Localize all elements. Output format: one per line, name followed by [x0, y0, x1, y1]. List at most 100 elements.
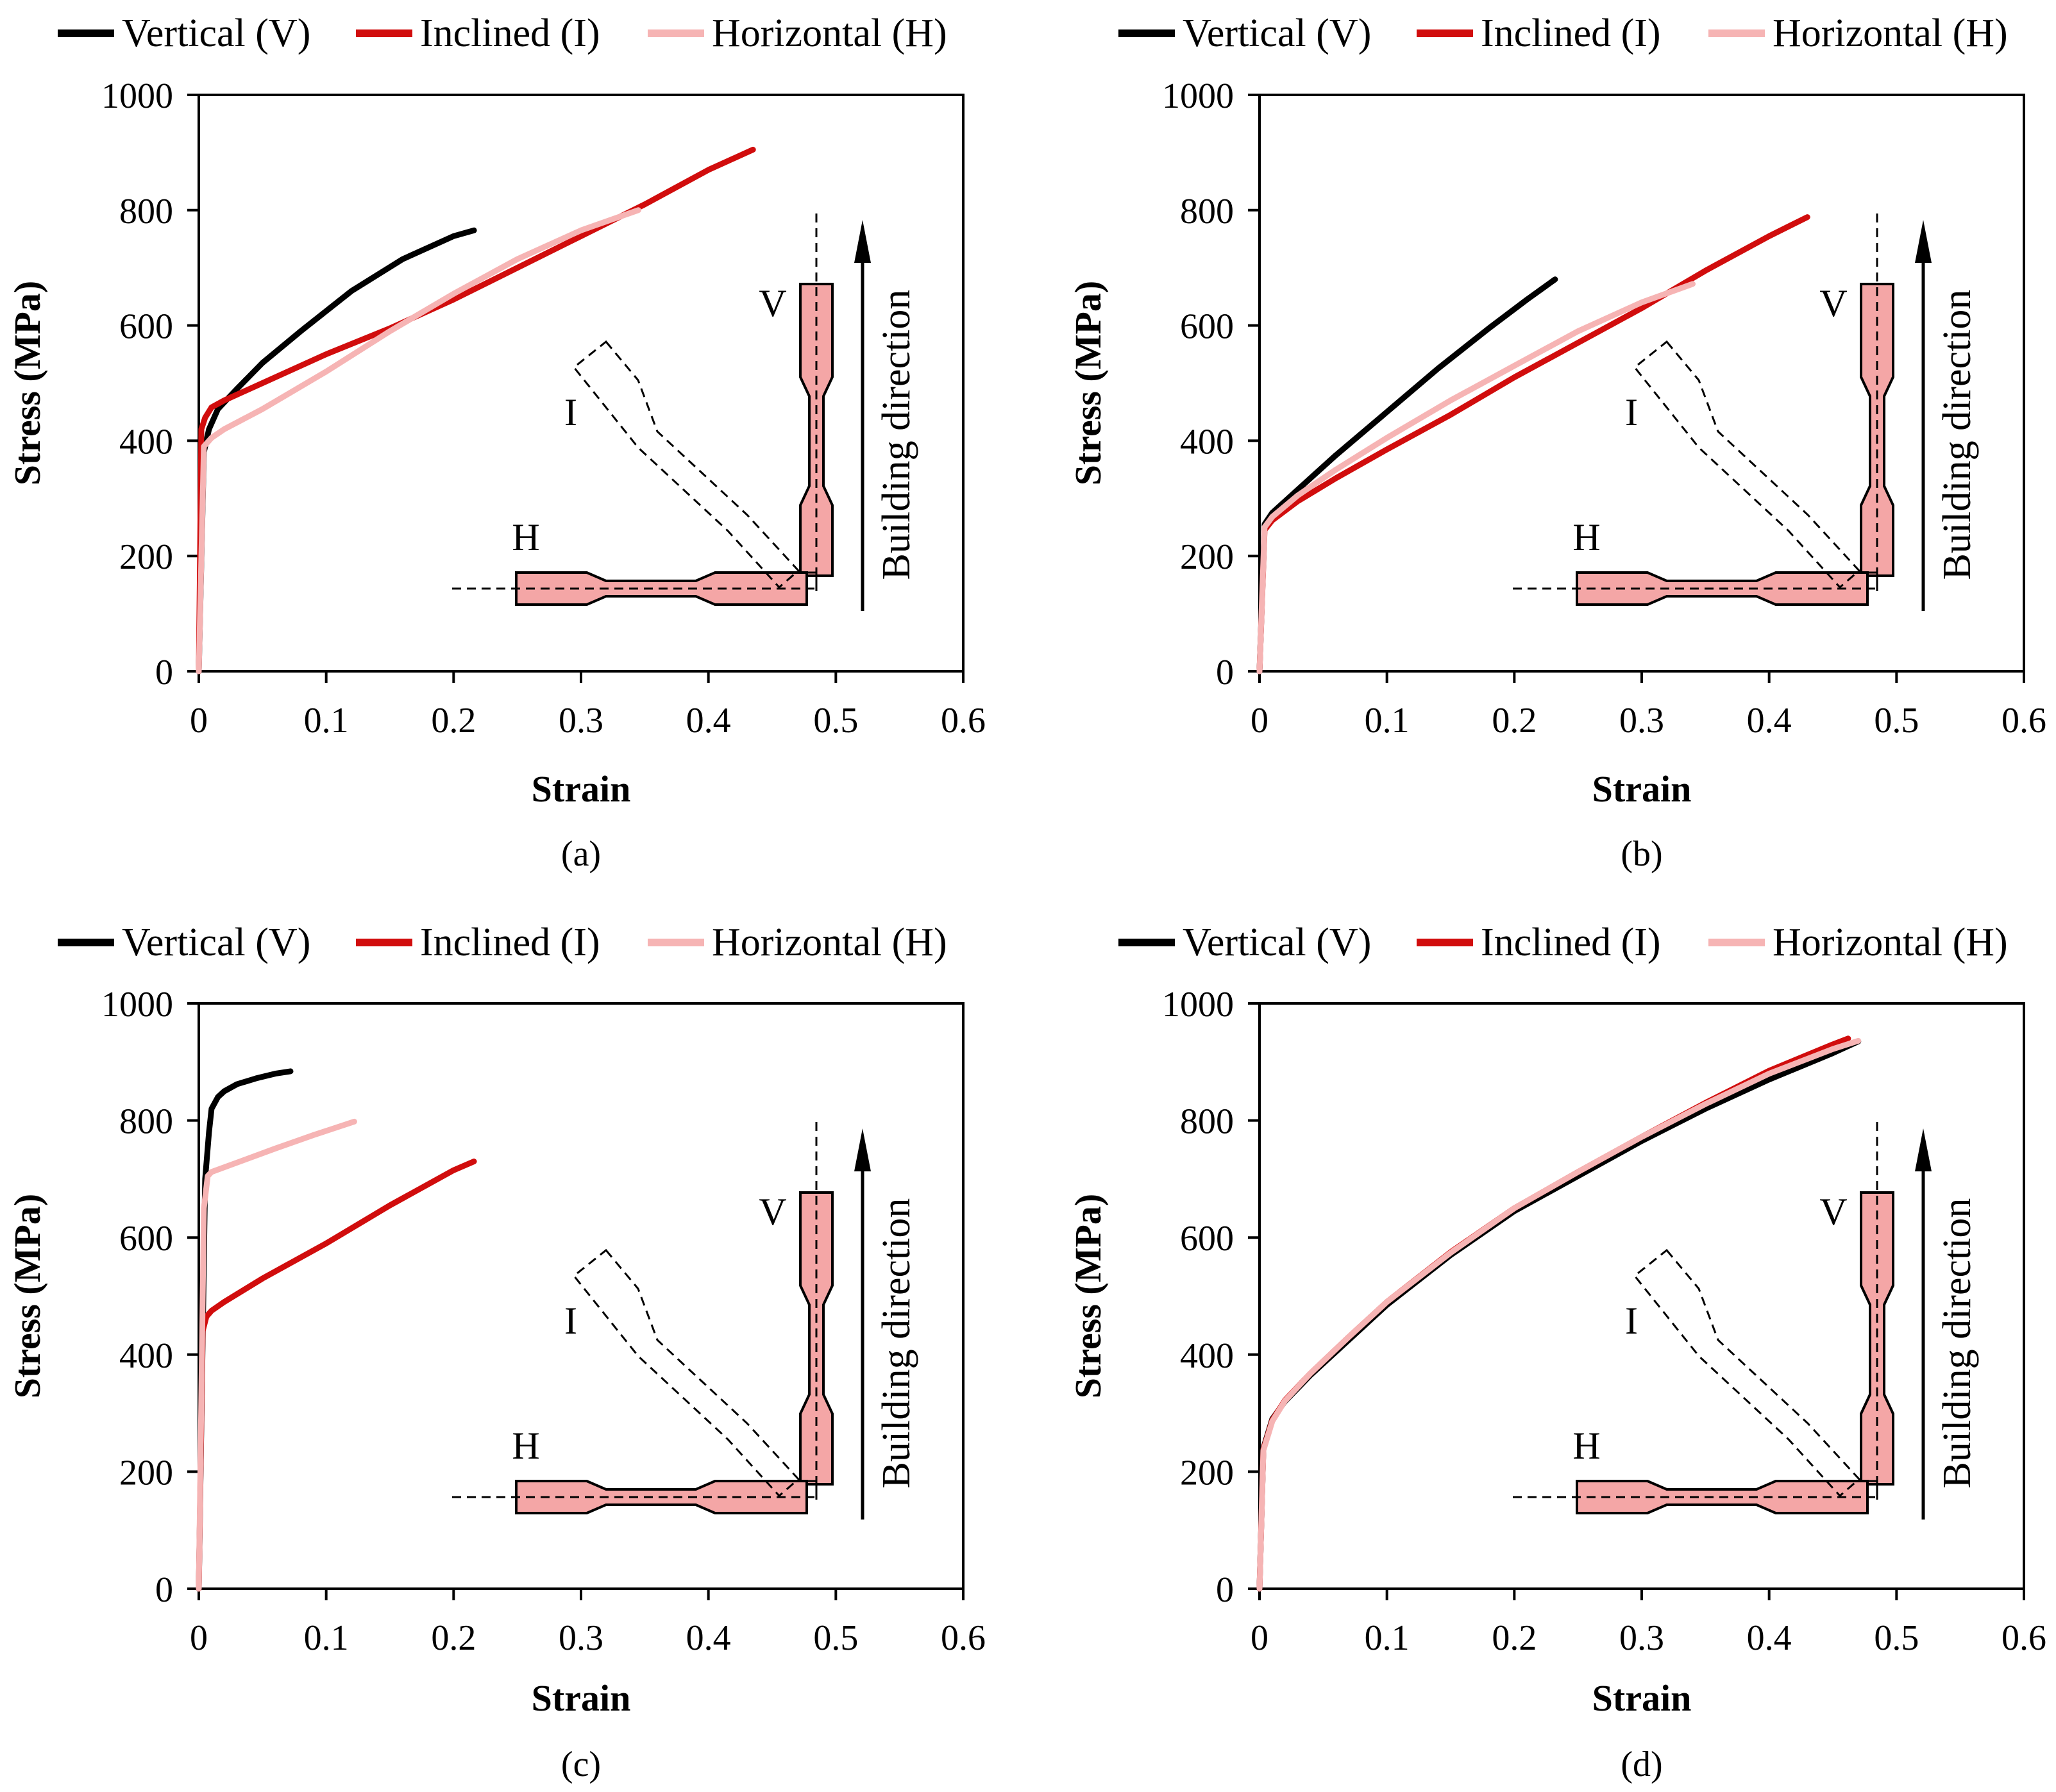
- i-label: I: [564, 391, 577, 433]
- y-tick-label: 800: [1180, 192, 1234, 231]
- y-axis-title: Stress (MPa): [1067, 281, 1109, 485]
- x-tick-label: 0: [190, 701, 208, 741]
- y-tick-label: 0: [155, 653, 173, 692]
- x-tick-label: 0.3: [1619, 1618, 1664, 1658]
- legend-label: Horizontal (H): [1773, 921, 2008, 964]
- legend-label: Vertical (V): [122, 12, 310, 55]
- x-tick-label: 0: [1251, 1618, 1268, 1658]
- x-axis-title: Strain: [1592, 1677, 1692, 1719]
- chart-panel-d: 0 0.1 0.2 0.3 0.4 0.5 0.6 0 200 400 600 800 1000 Stra…: [1067, 921, 2046, 1784]
- y-tick-label: 600: [119, 1219, 173, 1259]
- chart-panel-a: 0 0.1 0.2 0.3 0.4 0.5 0.6 0 200 400 600 800 1000 Stra…: [6, 12, 986, 874]
- legend-label: Inclined (I): [420, 921, 600, 964]
- series-line-horizontal: [196, 207, 641, 674]
- i-label: I: [1625, 391, 1638, 433]
- vertical-specimen: [1860, 1191, 1894, 1486]
- x-tick-label: 0.6: [2001, 1618, 2046, 1658]
- x-tick-label: 0.2: [431, 1618, 476, 1658]
- y-tick-label: 800: [119, 1102, 173, 1142]
- panel-label: (c): [561, 1745, 601, 1784]
- y-axis-title: Stress (MPa): [1067, 1194, 1109, 1398]
- panel-label: (b): [1621, 834, 1662, 874]
- x-tick-label: 0.4: [686, 1618, 731, 1658]
- vertical-specimen: [799, 283, 834, 577]
- x-tick-label: 0.5: [1874, 1618, 1919, 1658]
- y-tick-label: 200: [1180, 537, 1234, 577]
- legend-label: Horizontal (H): [712, 12, 947, 55]
- y-axis-title: Stress (MPa): [6, 1194, 48, 1398]
- inclined-specimen: [572, 1248, 800, 1498]
- v-label: V: [1819, 282, 1847, 324]
- i-label: I: [564, 1300, 577, 1342]
- inclined-specimen: [1633, 1248, 1861, 1498]
- y-tick-label: 400: [119, 1336, 173, 1376]
- series-line-horizontal: [1256, 1037, 1862, 1592]
- building-direction-label: Building direction: [1935, 1198, 1979, 1489]
- y-tick-label: 200: [119, 1453, 173, 1493]
- y-tick-label: 600: [1180, 1219, 1234, 1259]
- h-label: H: [512, 1425, 539, 1467]
- y-tick-label: 800: [1180, 1102, 1234, 1142]
- y-tick-label: 1000: [101, 76, 173, 116]
- legend-label: Vertical (V): [1183, 12, 1371, 55]
- x-tick-label: 0.1: [1365, 1618, 1410, 1658]
- legend-label: Horizontal (H): [712, 921, 947, 964]
- chart-panel-b: 0 0.1 0.2 0.3 0.4 0.5 0.6 0 200 400 600 800 1000 Stra…: [1067, 12, 2046, 874]
- y-tick-label: 600: [119, 307, 173, 347]
- building-direction-label: Building direction: [875, 290, 918, 580]
- y-tick-label: 400: [1180, 422, 1234, 462]
- y-tick-label: 600: [1180, 307, 1234, 347]
- y-tick-label: 400: [1180, 1336, 1234, 1376]
- series-line-inclined: [196, 1159, 477, 1592]
- series-line-vertical: [196, 1068, 294, 1592]
- arrow-head-icon: [854, 1128, 871, 1171]
- y-tick-label: 400: [119, 422, 173, 462]
- arrow-head-icon: [1915, 1128, 1932, 1171]
- vertical-specimen: [799, 1191, 834, 1486]
- chart-panel-c: 0 0.1 0.2 0.3 0.4 0.5 0.6 0 200 400 600 800 1000 Stra…: [6, 921, 986, 1784]
- legend: Vertical (V) Inclined (I) Horizontal (H): [1118, 921, 2008, 964]
- series-line-horizontal: [196, 1118, 357, 1592]
- i-label: I: [1625, 1300, 1638, 1342]
- x-axis-title: Strain: [532, 768, 631, 810]
- x-tick-label: 0.2: [1492, 701, 1537, 741]
- legend-label: Inclined (I): [420, 12, 600, 55]
- y-tick-label: 200: [1180, 1453, 1234, 1493]
- y-tick-label: 0: [1216, 1570, 1234, 1610]
- h-label: H: [1572, 1425, 1600, 1467]
- y-tick-label: 200: [119, 537, 173, 577]
- x-tick-label: 0.5: [813, 701, 858, 741]
- y-axis-title: Stress (MPa): [6, 281, 48, 485]
- inclined-specimen: [572, 340, 800, 589]
- legend-label: Inclined (I): [1481, 12, 1661, 55]
- x-tick-label: 0.2: [431, 701, 476, 741]
- y-tick-label: 1000: [1162, 76, 1234, 116]
- x-tick-label: 0.1: [304, 1618, 349, 1658]
- legend: Vertical (V) Inclined (I) Horizontal (H): [1118, 12, 2008, 55]
- legend-label: Vertical (V): [1183, 921, 1371, 964]
- specimen-inset: Building direction V H I: [452, 214, 918, 611]
- x-tick-label: 0.5: [1874, 701, 1919, 741]
- x-tick-label: 0.6: [941, 1618, 986, 1658]
- series-line-vertical: [196, 227, 477, 674]
- y-tick-label: 1000: [1162, 985, 1234, 1025]
- specimen-inset: Building direction V H I: [452, 1122, 918, 1520]
- x-tick-label: 0.4: [686, 701, 731, 741]
- panel-label: (a): [561, 834, 601, 874]
- v-label: V: [1819, 1191, 1847, 1233]
- panel-label: (d): [1621, 1745, 1662, 1784]
- arrow-head-icon: [854, 220, 871, 263]
- x-tick-label: 0: [190, 1618, 208, 1658]
- arrow-head-icon: [1915, 220, 1932, 263]
- x-tick-label: 0.4: [1747, 1618, 1792, 1658]
- x-tick-label: 0.3: [559, 1618, 603, 1658]
- legend-label: Vertical (V): [122, 921, 310, 964]
- building-direction-label: Building direction: [875, 1198, 918, 1489]
- x-tick-label: 0.3: [559, 701, 603, 741]
- legend-label: Horizontal (H): [1773, 12, 2008, 55]
- legend: Vertical (V) Inclined (I) Horizontal (H): [58, 12, 947, 55]
- x-tick-label: 0.1: [1365, 701, 1410, 741]
- legend-label: Inclined (I): [1481, 921, 1661, 964]
- x-tick-label: 0.2: [1492, 1618, 1537, 1658]
- y-tick-label: 0: [1216, 653, 1234, 692]
